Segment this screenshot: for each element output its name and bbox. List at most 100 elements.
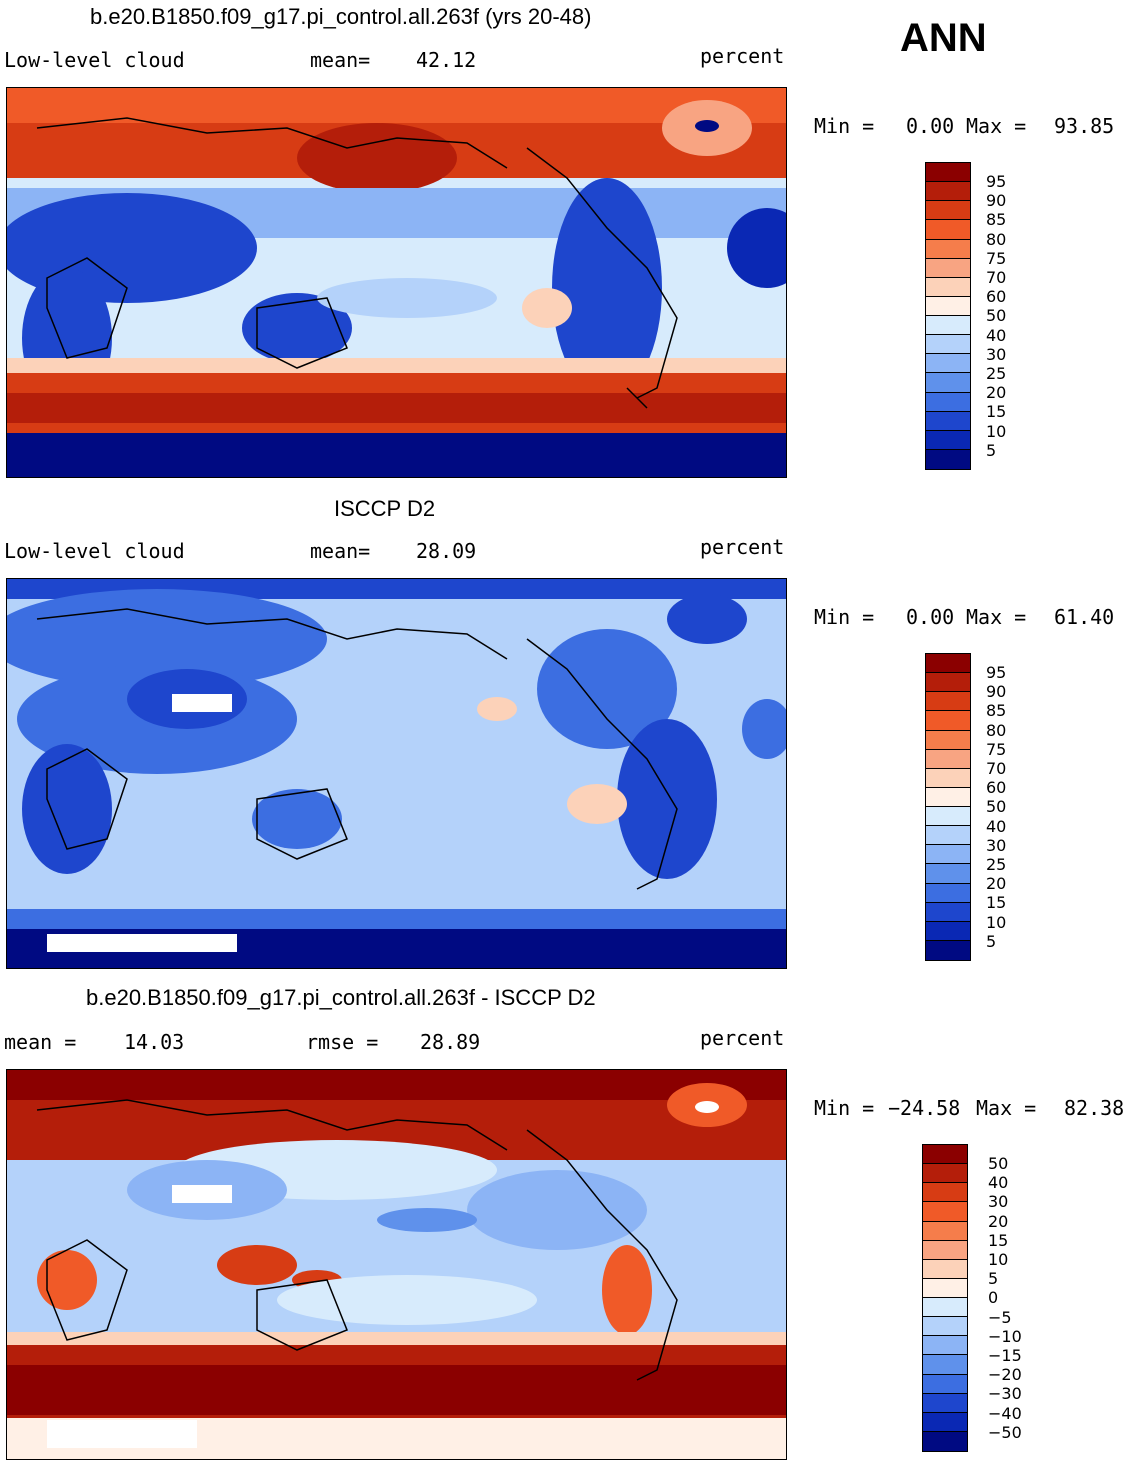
colorbar-segment <box>926 220 970 240</box>
colorbar-segment <box>926 277 970 297</box>
colorbar-segment <box>926 826 970 846</box>
colorbar-tick-label: 75 <box>986 739 1007 759</box>
panel2-min-label: Min = <box>814 605 875 629</box>
colorbar-tick-label: 70 <box>986 268 1007 287</box>
colorbar-segment <box>923 1202 967 1222</box>
colorbar-segment <box>926 354 970 374</box>
panel1-mean-label: mean= <box>310 48 371 72</box>
colorbar-tick-label: 90 <box>986 682 1007 702</box>
colorbar-segment <box>926 182 970 202</box>
season-label: ANN <box>900 16 987 60</box>
panel2-mean-label: mean= <box>310 539 371 563</box>
panel2-mean-value: 28.09 <box>416 539 477 563</box>
colorbar-segment <box>926 864 970 884</box>
colorbar-tick-label: 15 <box>988 1230 1009 1250</box>
colorbar-tick-label: 60 <box>986 778 1007 798</box>
colorbar-tick-label: 40 <box>988 1173 1009 1193</box>
colorbar-tick-label: −20 <box>988 1365 1022 1385</box>
colorbar-tick-label: 80 <box>986 229 1007 249</box>
colorbar-tick-label: 40 <box>986 816 1007 836</box>
panel3-colorbar <box>922 1144 968 1452</box>
colorbar-segment <box>923 1164 967 1184</box>
colorbar-segment <box>926 845 970 865</box>
colorbar-segment <box>926 392 970 412</box>
colorbar-segment <box>926 749 970 769</box>
panel2-variable: Low-level cloud <box>4 539 185 563</box>
colorbar-tick-label: −30 <box>988 1384 1022 1404</box>
colorbar-segment <box>926 411 970 431</box>
colorbar-segment <box>926 883 970 903</box>
panel1-mean-value: 42.12 <box>416 48 477 72</box>
panel3-min-value: −24.58 <box>888 1096 961 1120</box>
colorbar-segment <box>926 711 970 731</box>
colorbar-segment <box>923 1336 967 1356</box>
colorbar-tick-label: −10 <box>988 1326 1022 1346</box>
colorbar-segment <box>923 1259 967 1279</box>
colorbar-tick-label: 75 <box>986 248 1007 268</box>
colorbar-segment <box>923 1240 967 1260</box>
colorbar-tick-label: 90 <box>986 191 1007 211</box>
colorbar-segment <box>923 1374 967 1394</box>
colorbar-segment <box>926 163 970 183</box>
colorbar-tick-label: 20 <box>988 1211 1009 1231</box>
colorbar-tick-label: 5 <box>986 931 997 951</box>
panel2-units: percent <box>700 535 785 559</box>
colorbar-segment <box>926 239 970 259</box>
colorbar-segment <box>926 902 970 922</box>
colorbar-tick-label: 30 <box>986 835 1007 855</box>
colorbar-segment <box>923 1431 967 1451</box>
panel1-colorbar <box>925 162 971 470</box>
colorbar-segment <box>926 654 970 674</box>
colorbar-segment <box>926 730 970 750</box>
panel2-colorbar <box>925 653 971 961</box>
colorbar-segment <box>923 1183 967 1203</box>
colorbar-segment <box>923 1278 967 1298</box>
panel2-min-value: 0.00 <box>906 605 955 629</box>
colorbar-segment <box>926 787 970 807</box>
colorbar-segment <box>926 316 970 336</box>
colorbar-segment <box>926 692 970 712</box>
colorbar-tick-label: 95 <box>986 663 1007 682</box>
panel3-max-label: Max = <box>976 1096 1037 1120</box>
panel3-units: percent <box>700 1026 785 1050</box>
colorbar-segment <box>923 1393 967 1413</box>
colorbar-segment <box>926 258 970 278</box>
colorbar-tick-label: 10 <box>986 421 1007 441</box>
colorbar-segment <box>923 1355 967 1375</box>
panel1-variable: Low-level cloud <box>4 48 185 72</box>
colorbar-tick-label: 5 <box>986 440 997 460</box>
colorbar-segment <box>923 1317 967 1337</box>
panel1-title: b.e20.B1850.f09_g17.pi_control.all.263f … <box>90 4 592 29</box>
colorbar-segment <box>926 430 970 450</box>
colorbar-tick-label: 10 <box>986 912 1007 932</box>
colorbar-tick-label: 95 <box>986 172 1007 191</box>
colorbar-tick-label: 50 <box>986 797 1007 817</box>
colorbar-tick-label: −15 <box>988 1346 1022 1365</box>
panel3-mean-label: mean = <box>4 1030 77 1054</box>
colorbar-segment <box>926 335 970 355</box>
colorbar-segment <box>926 201 970 221</box>
panel1-max-label: Max = <box>966 114 1027 138</box>
panel3-mean-value: 14.03 <box>124 1030 185 1054</box>
panel1-min-label: Min = <box>814 114 875 138</box>
colorbar-segment <box>923 1298 967 1318</box>
colorbar-segment <box>923 1221 967 1241</box>
colorbar-tick-label: 20 <box>986 874 1007 894</box>
colorbar-tick-label: 50 <box>986 306 1007 326</box>
colorbar-segment <box>926 449 970 469</box>
colorbar-tick-label: 60 <box>986 287 1007 307</box>
colorbar-tick-label: 15 <box>986 402 1007 422</box>
colorbar-segment <box>926 940 970 960</box>
colorbar-segment <box>926 673 970 693</box>
panel3-min-label: Min = <box>814 1096 875 1120</box>
colorbar-tick-label: 85 <box>986 701 1007 721</box>
colorbar-segment <box>926 921 970 941</box>
colorbar-tick-label: 80 <box>986 720 1007 740</box>
colorbar-tick-label: 70 <box>986 759 1007 778</box>
panel1-map <box>6 87 787 478</box>
colorbar-segment <box>923 1412 967 1432</box>
colorbar-segment <box>926 768 970 788</box>
colorbar-tick-label: 30 <box>986 344 1007 364</box>
colorbar-tick-label: −5 <box>988 1307 1012 1327</box>
colorbar-tick-label: 25 <box>986 364 1007 383</box>
